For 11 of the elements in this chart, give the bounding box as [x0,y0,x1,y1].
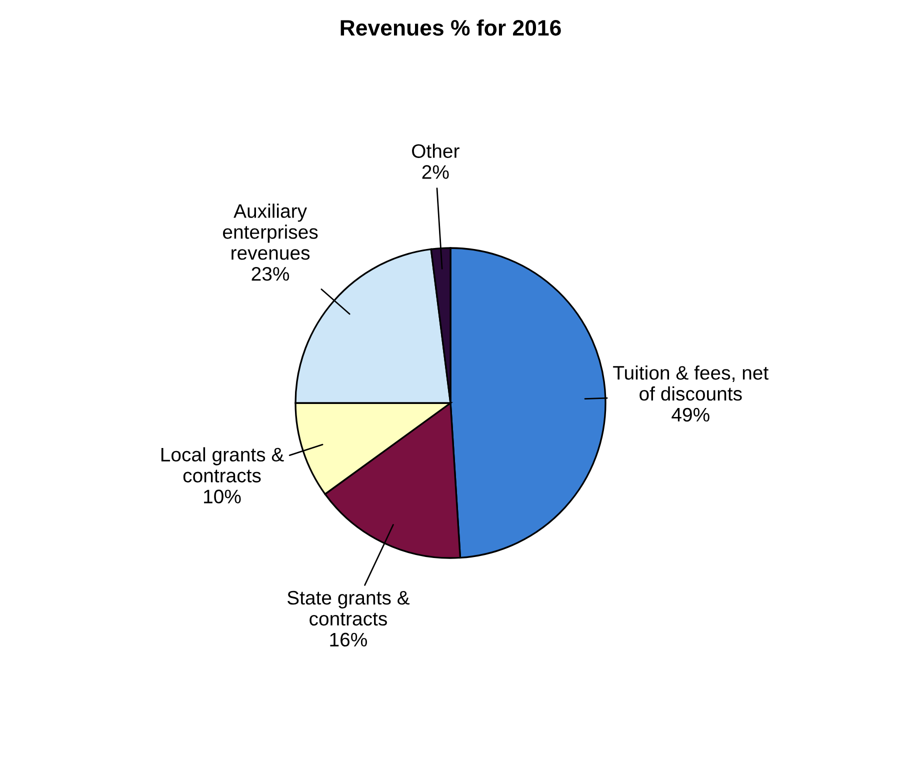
slice-label: Other [412,144,460,158]
data-label: 49% [672,408,710,422]
slice-label: State grants & contracts [287,590,410,626]
data-label: 2% [422,165,449,179]
data-label: 10% [204,490,241,504]
chart-title: Revenues % for 2016 [340,19,561,36]
data-label: 23% [252,266,290,281]
slice-label: Tuition & fees, net of discounts [613,365,768,401]
slice-label: Auxiliary enterprises revenues [223,204,318,260]
data-label: 16% [330,632,367,647]
slice-label: Local grants & contracts [161,447,284,482]
